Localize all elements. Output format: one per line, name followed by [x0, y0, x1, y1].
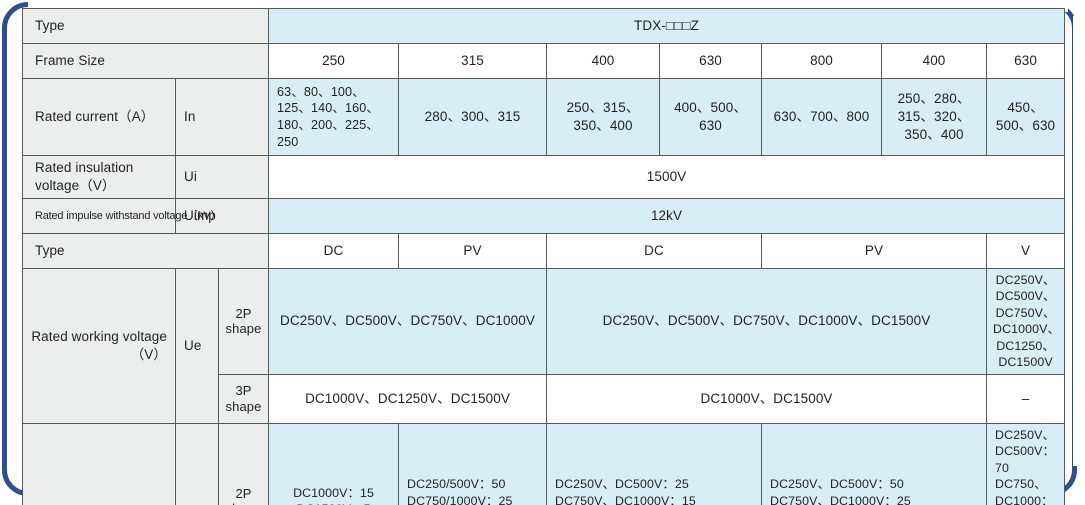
shape-3p-label: 3P shape: [217, 373, 270, 424]
row-insulation-voltage: Rated insulation voltage（V） Ui 1500V: [22, 155, 1066, 199]
value-insulation-voltage: 1500V: [268, 155, 1066, 199]
label-insulation-voltage: Rated insulation voltage（V）: [22, 155, 176, 199]
icu-2p-cell: DC1000V：15DC1500V：5: [268, 422, 400, 505]
rated-current-cell: 280、300、315: [398, 78, 548, 156]
row-rated-current: Rated current（A） In 63、80、100、125、140、16…: [22, 78, 1066, 156]
frame-size-cell: 800: [761, 43, 883, 79]
shape-2p-label: 2P shape: [217, 422, 270, 505]
working-voltage-3p-cell: –: [986, 373, 1066, 424]
row-type-sub: Type DC PV DC PV V: [21, 232, 1066, 269]
breaker-specification-table: Type TDX-□□□Z Frame Size 250 315 400 630…: [21, 8, 1066, 505]
frame-size-cell: 250: [268, 43, 400, 79]
rated-current-cell: 250、280、315、320、350、400: [881, 78, 988, 156]
working-voltage-2p-cell: DC250V、DC500V、DC750V、DC1000V、DC1250、DC15…: [986, 267, 1066, 375]
frame-size-cell: 400: [881, 43, 988, 79]
icu-2p-cell: DC250V、DC500V：50DC750V、DC1000V：25DC1500V…: [761, 422, 988, 505]
frame-size-cell: 315: [398, 43, 548, 79]
label-type: Type: [21, 8, 270, 44]
label-impulse-voltage: Rated impulse withstand voltage（kV）: [22, 197, 221, 234]
type-sub-cell: PV: [398, 232, 548, 269]
rated-current-cell: 630、700、800: [761, 78, 883, 156]
type-sub-cell: PV: [761, 232, 988, 269]
type-sub-cell: DC: [546, 232, 763, 269]
label-type-sub: Type: [21, 232, 270, 269]
rated-current-cell: 400、500、630: [659, 78, 763, 156]
row-ultimate-breaking-2p: Rated ultimate short-circuit breaking ca…: [22, 422, 1066, 505]
working-voltage-3p-cell: DC1000V、DC1250V、DC1500V: [268, 373, 548, 424]
row-working-voltage-3p: 3P shape DC1000V、DC1250V、DC1500V DC1000V…: [23, 373, 1066, 424]
rated-current-cell: 63、80、100、125、140、160、180、200、225、250: [268, 78, 400, 156]
symbol-ui: Ui: [174, 155, 270, 199]
symbol-in: In: [174, 78, 270, 156]
shape-2p-label: 2P shape: [217, 267, 270, 375]
value-type-model: TDX-□□□Z: [268, 8, 1066, 44]
row-type-header: Type TDX-□□□Z: [21, 8, 1066, 44]
value-impulse-voltage: 12kV: [268, 197, 1066, 234]
rated-current-cell: 450、500、630: [986, 78, 1066, 156]
rated-current-cell: 250、315、350、400: [546, 78, 661, 156]
frame-size-cell: 630: [659, 43, 763, 79]
symbol-ue: Ue: [175, 267, 219, 424]
frame-size-cell: 630: [986, 43, 1066, 79]
label-rated-current: Rated current（A）: [22, 78, 176, 156]
frame-size-cell: 400: [546, 43, 661, 79]
icu-2p-cell: DC250V、DC500V：70DC750、DC1000：50DC1250、DC…: [986, 422, 1066, 505]
label-ultimate-breaking: Rated ultimate short-circuit breaking ca…: [22, 422, 176, 505]
type-sub-cell: V: [986, 232, 1066, 269]
label-working-voltage: Rated working voltage（V）: [22, 267, 176, 424]
row-working-voltage-2p: Rated working voltage（V） Ue 2P shape DC2…: [22, 267, 1066, 424]
working-voltage-3p-cell: DC1000V、DC1500V: [546, 373, 988, 424]
working-voltage-2p-cell: DC250V、DC500V、DC750V、DC1000V: [268, 267, 548, 375]
row-frame-size: Frame Size 250 315 400 630 800 400 630: [21, 43, 1066, 79]
type-sub-cell: DC: [268, 232, 400, 269]
icu-2p-cell: DC250V、DC500V：25DC750V、DC1000V：15DC1500V…: [546, 422, 763, 505]
row-impulse-voltage: Rated impulse withstand voltage（kV） Uimp…: [22, 197, 1066, 234]
frame-mask-right: [1073, 16, 1085, 466]
symbol-icu: Icu: [175, 422, 219, 505]
working-voltage-2p-cell: DC250V、DC500V、DC750V、DC1000V、DC1500V: [546, 267, 988, 375]
label-frame-size: Frame Size: [21, 43, 270, 79]
symbol-uimp: Uimp: [174, 197, 270, 234]
